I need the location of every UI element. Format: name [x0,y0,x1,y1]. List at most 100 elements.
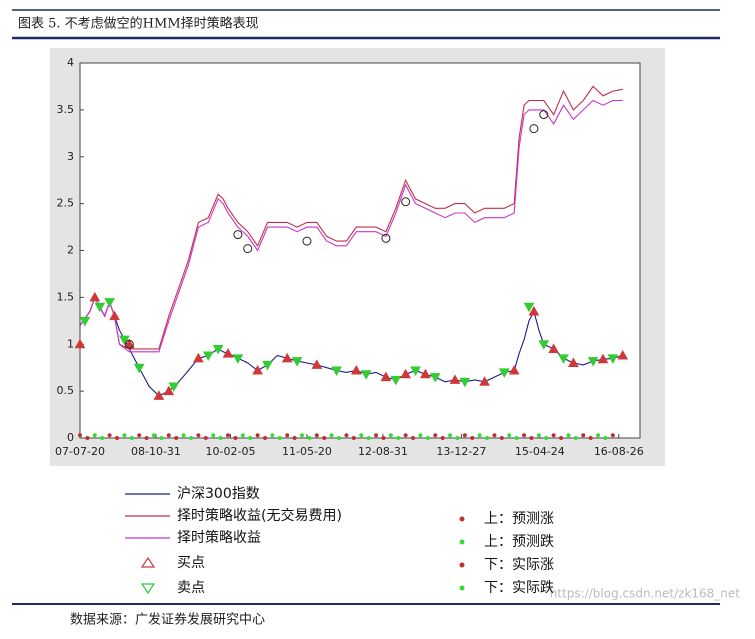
dot-marker [411,436,416,440]
dot-marker [603,436,608,440]
dot-marker [433,433,438,438]
buy-marker [252,364,263,375]
circle-marker [233,230,243,240]
buy-marker [617,349,629,360]
y-tick-label: 2.5 [57,197,75,210]
legend-marker [140,583,156,595]
dot-marker [166,433,171,438]
circle-marker [124,339,134,349]
plot-area [79,62,641,439]
buy-marker [281,352,293,363]
y-tick-label: 4 [67,56,74,69]
buy-marker [420,368,431,379]
sell-marker [331,366,342,377]
sell-marker [538,340,550,350]
sell-marker [360,370,372,380]
x-tick-label: 10-02-05 [206,445,256,458]
buy-marker [153,390,165,400]
buy-marker [222,348,234,358]
dot-marker [129,436,134,440]
y-tick-label: 1 [67,337,74,350]
buy-marker [528,305,540,316]
sell-marker [232,354,244,364]
circle-marker [401,197,411,207]
dot-marker [307,436,312,440]
dot-marker [218,436,223,440]
dot-marker [233,436,238,440]
dot-marker [381,436,386,440]
sell-marker [558,354,569,364]
dot-marker [203,436,208,440]
buy-marker [568,357,579,367]
dot-marker [514,436,519,440]
dot-marker [300,433,305,438]
legend-label: 下：实际涨 [484,557,554,573]
x-tick-label: 12-08-31 [358,445,408,458]
sell-marker [390,375,402,386]
legend-label: 上：预测涨 [484,511,554,527]
dot-marker [122,433,127,438]
dot-marker [374,433,379,438]
dot-marker [211,433,216,438]
legend-dot [459,562,465,568]
buy-marker [193,352,204,363]
sell-marker [94,302,106,313]
circle-marker [539,110,549,120]
sell-marker [607,354,619,364]
dot-marker [425,436,430,440]
dot-marker [189,436,194,440]
circle-marker [529,124,539,134]
dot-marker [270,433,275,438]
buy-marker [508,364,520,375]
x-tick-label: 13-12-27 [436,445,486,458]
buy-marker [597,353,609,364]
dot-marker [115,436,120,440]
circle-marker [302,236,312,246]
legend-label: 沪深300指数 [177,486,260,502]
sell-marker [104,298,115,308]
x-tick-label: 07-07-20 [55,445,105,458]
dot-marker [596,433,601,438]
dot-marker [329,433,334,438]
sell-marker [79,316,91,327]
legend-dot [459,539,465,545]
legend-label: 择时策略收益(无交易费用) [177,507,342,524]
y-tick-label: 2 [67,244,74,257]
buy-marker [449,374,461,384]
dot-marker [255,433,260,438]
dot-marker [137,433,142,438]
x-tick-label: 08-10-31 [131,445,181,458]
dot-marker [455,436,460,440]
legend-dot [459,516,465,522]
sell-marker [587,357,599,367]
dot-marker [226,433,231,438]
dot-marker [388,433,393,438]
buy-marker [74,338,86,349]
buy-marker [89,291,101,302]
dot-marker [566,433,571,438]
sell-marker [410,366,421,377]
dot-marker [366,436,371,440]
buy-marker [548,343,560,353]
x-tick-label: 15-04-24 [515,445,565,458]
dot-marker [544,436,549,440]
dot-marker [152,433,157,438]
buy-marker [479,376,490,386]
legend-label: 买点 [177,555,205,571]
dot-marker [559,436,564,440]
buy-marker [109,310,120,321]
dot-marker [85,436,90,440]
sell-marker [212,344,224,355]
legend-label: 上：预测跌 [484,534,554,550]
dot-marker [573,436,578,440]
dot-marker [181,433,186,438]
legend-label: 卖点 [177,580,205,596]
dot-marker [485,436,490,440]
watermark: https://blog.csdn.net/zk168_net [550,587,741,601]
dot-marker [551,433,556,438]
dot-marker [610,433,615,438]
sell-marker [262,360,273,371]
dot-marker [507,433,512,438]
sell-marker [429,373,441,383]
